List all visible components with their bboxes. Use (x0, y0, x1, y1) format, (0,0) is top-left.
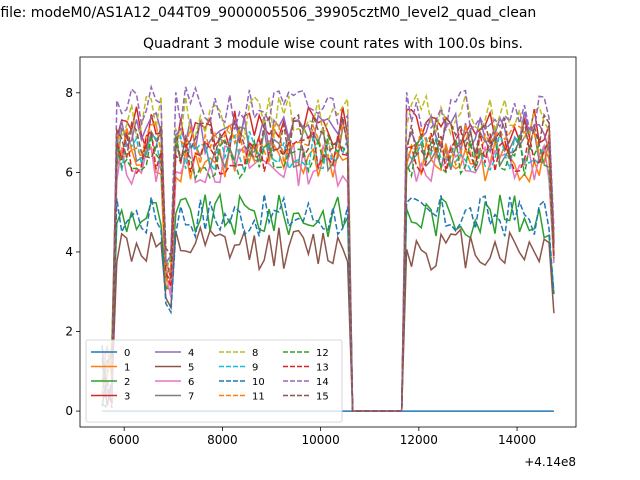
legend-label-4: 4 (188, 348, 194, 359)
legend-label-14: 14 (316, 377, 329, 388)
legend-label-13: 13 (316, 363, 329, 374)
series-line-13 (101, 128, 555, 412)
legend-label-2: 2 (124, 377, 130, 388)
y-tick-label: 0 (65, 404, 73, 418)
series-line-10 (101, 194, 555, 412)
series-line-5 (101, 225, 555, 412)
legend-label-9: 9 (252, 363, 258, 374)
legend-label-3: 3 (124, 392, 130, 403)
legend-label-0: 0 (124, 348, 130, 359)
chart-title: Quadrant 3 module wise count rates with … (143, 36, 523, 52)
series-line-8 (101, 93, 555, 412)
series-line-12 (101, 132, 555, 412)
legend-label-5: 5 (188, 363, 194, 374)
series-line-11 (101, 121, 555, 412)
plot-frame (79, 56, 577, 428)
legend-label-1: 1 (124, 363, 130, 374)
x-tick-label: 6000 (109, 433, 140, 447)
legend-label-12: 12 (316, 348, 329, 359)
x-offset-label: +4.14e8 (524, 455, 576, 469)
series-line-4 (101, 111, 555, 412)
legend-label-8: 8 (252, 348, 258, 359)
x-tick-label: 8000 (207, 433, 238, 447)
legend-label-11: 11 (252, 392, 265, 403)
x-tick-label: 12000 (400, 433, 438, 447)
series-line-14 (101, 84, 555, 412)
y-tick-label: 4 (65, 245, 73, 259)
legend-label-6: 6 (188, 377, 194, 388)
legend-box (85, 339, 343, 423)
y-tick-label: 6 (65, 165, 73, 179)
series-line-6 (101, 143, 555, 412)
chart-title-filename: n file: modeM0/AS1A12_044T09_9000005506_… (0, 5, 537, 21)
y-tick-label: 2 (65, 325, 73, 339)
legend-label-10: 10 (252, 377, 265, 388)
legend-label-7: 7 (188, 392, 194, 403)
x-tick-label: 10000 (302, 433, 340, 447)
legend-label-15: 15 (316, 392, 329, 403)
y-tick-label: 8 (65, 86, 73, 100)
x-tick-label: 14000 (498, 433, 536, 447)
series-line-2 (101, 192, 555, 412)
